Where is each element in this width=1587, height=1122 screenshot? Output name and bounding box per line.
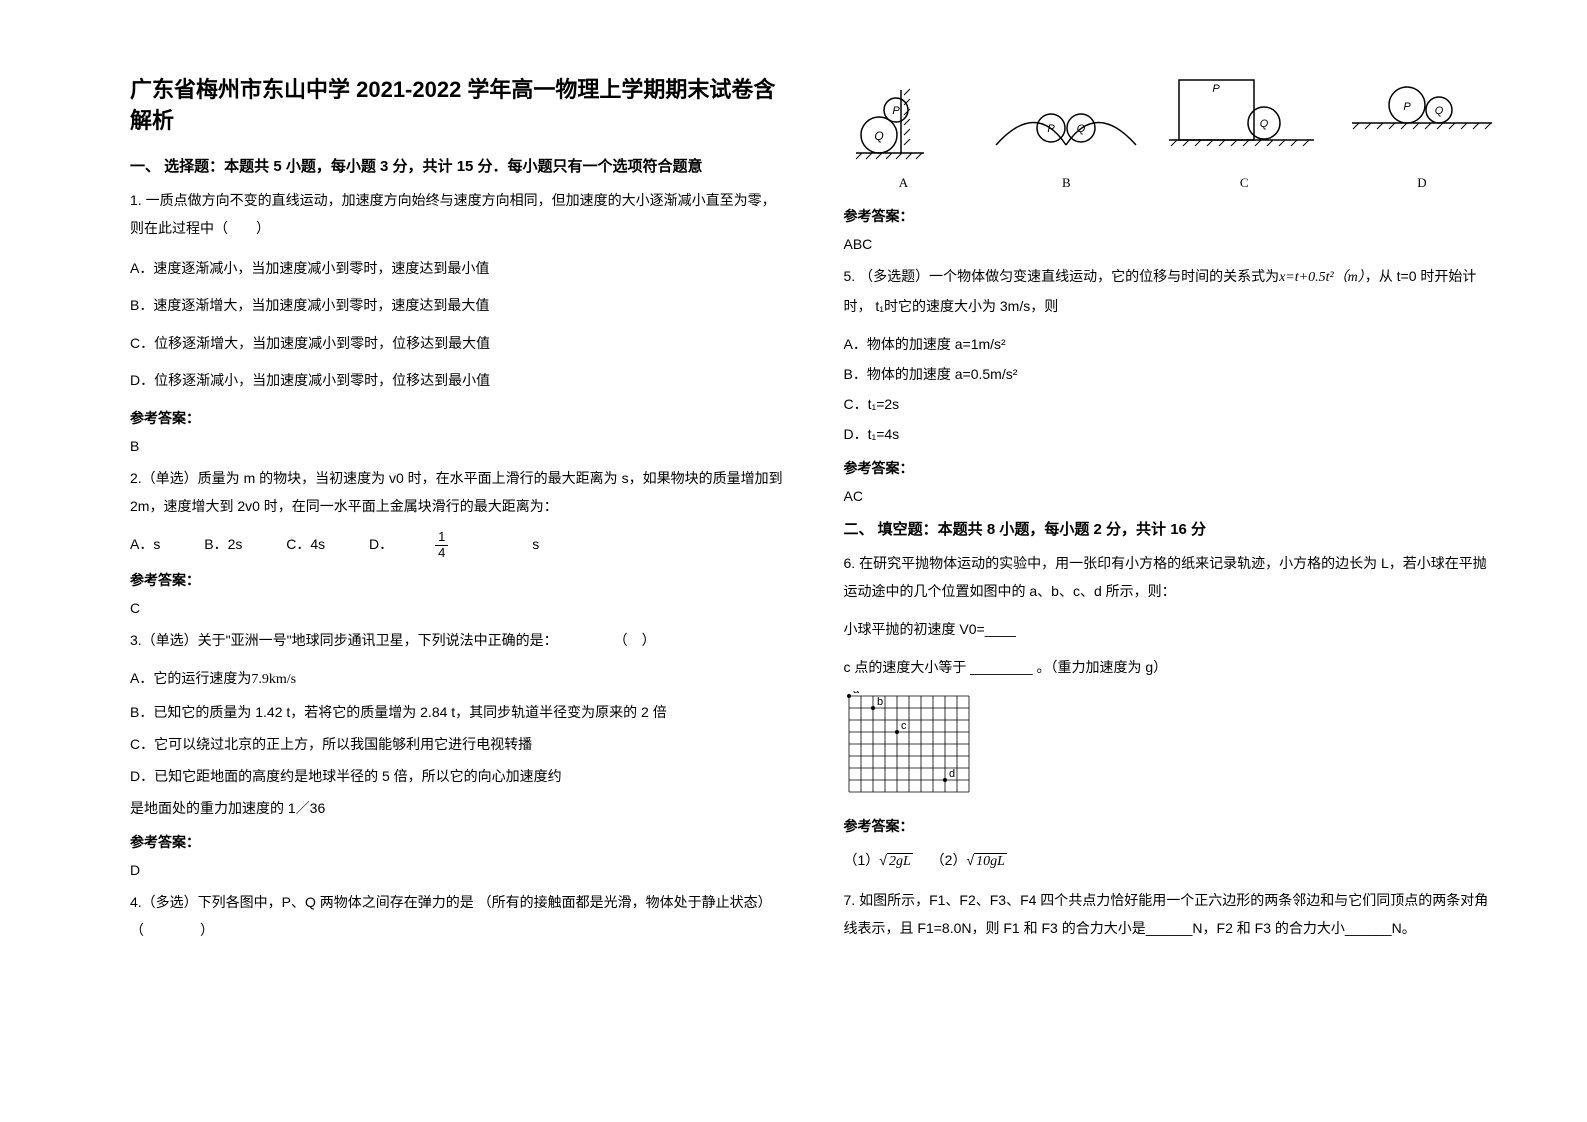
q6-grid-figure: a b c d — [844, 691, 1498, 806]
q1-option-a: A．速度逐渐减小，当加速度减小到零时，速度达到最小值 — [130, 252, 784, 286]
svg-text:c: c — [901, 720, 907, 732]
q1-answer: B — [130, 438, 784, 454]
diagram-c: P Q C — [1169, 75, 1319, 191]
diagram-a: Q P A — [844, 75, 964, 191]
q5-option-c: C．t₁=2s — [844, 390, 1498, 418]
svg-text:P: P — [892, 105, 900, 117]
svg-text:d: d — [949, 768, 955, 780]
q3-option-c: C．它可以绕过北京的正上方，所以我国能够利用它进行电视转播 — [130, 730, 784, 758]
q3-option-b: B．已知它的质量为 1.42 t，若将它的质量增为 2.84 t，其同步轨道半径… — [130, 698, 784, 726]
question-1: 1. 一质点做方向不变的直线运动，加速度方向始终与速度方向相同，但加速度的大小逐… — [130, 186, 784, 242]
q3-option-d-cont: 是地面处的重力加速度的 1／36 — [130, 794, 784, 822]
q6-line1: 小球平抛的初速度 V0=____ — [844, 615, 1498, 643]
q4-diagrams: Q P A — [844, 75, 1498, 191]
q3-answer: D — [130, 862, 784, 878]
diagram-d: P Q D — [1347, 75, 1497, 191]
svg-text:P: P — [1212, 83, 1220, 95]
q2-option-b: B．2s — [204, 536, 242, 552]
question-3: 3.（单选）关于"亚洲一号"地球同步通讯卫星，下列说法中正确的是： （ ） — [130, 626, 784, 654]
q2-option-d: D．14 s — [369, 536, 579, 552]
q1-option-d: D．位移逐渐减小，当加速度减小到零时，位移达到最小值 — [130, 364, 784, 398]
section-2-heading: 二、 填空题：本题共 8 小题，每小题 2 分，共计 16 分 — [844, 518, 1498, 539]
right-column: Q P A — [814, 75, 1528, 1082]
svg-text:Q: Q — [1077, 123, 1086, 135]
question-5: 5. （多选题）一个物体做匀变速直线运动，它的位移与时间的关系式为x=t+0.5… — [844, 262, 1498, 320]
q5-answer: AC — [844, 488, 1498, 504]
question-2: 2.（单选）质量为 m 的物块，当初速度为 v0 时，在水平面上滑行的最大距离为… — [130, 464, 784, 520]
q3-option-d: D．已知它距地面的高度约是地球半径的 5 倍，所以它的向心加速度约 — [130, 762, 784, 790]
q5-option-d: D．t₁=4s — [844, 420, 1498, 448]
exam-title: 广东省梅州市东山中学 2021-2022 学年高一物理上学期期末试卷含解析 — [130, 75, 784, 137]
q5-option-a: A．物体的加速度 a=1m/s² — [844, 330, 1498, 358]
q6-answer-label: 参考答案： — [844, 816, 1498, 836]
diagram-a-label: A — [844, 175, 964, 191]
left-column: 广东省梅州市东山中学 2021-2022 学年高一物理上学期期末试卷含解析 一、… — [100, 75, 814, 1082]
q5-option-b: B．物体的加速度 a=0.5m/s² — [844, 360, 1498, 388]
svg-text:Q: Q — [1260, 118, 1269, 130]
diagram-c-label: C — [1169, 175, 1319, 191]
q2-options: A．s B．2s C．4s D．14 s — [130, 530, 784, 560]
svg-text:P: P — [1403, 101, 1411, 113]
q2-option-a: A．s — [130, 536, 160, 552]
q1-option-b: B．速度逐渐增大，当加速度减小到零时，速度达到最大值 — [130, 289, 784, 323]
q6-line2: c 点的速度大小等于 ________ 。（重力加速度为 g） — [844, 653, 1498, 681]
q3-option-a: A．它的运行速度为7.9km/s — [130, 664, 784, 694]
q4-answer: ABC — [844, 236, 1498, 252]
q6-answer: （1）√2gL （2）√10gL — [844, 846, 1498, 876]
q2-answer: C — [130, 600, 784, 616]
q2-option-c: C．4s — [286, 536, 325, 552]
q5-answer-label: 参考答案： — [844, 458, 1498, 478]
q1-answer-label: 参考答案： — [130, 408, 784, 428]
question-7: 7. 如图所示，F1、F2、F3、F4 四个共点力恰好能用一个正六边形的两条邻边… — [844, 886, 1498, 942]
diagram-b: P Q B — [991, 75, 1141, 191]
svg-text:Q: Q — [1435, 105, 1444, 117]
svg-text:Q: Q — [874, 129, 883, 143]
svg-text:a: a — [853, 691, 860, 696]
section-1-heading: 一、 选择题：本题共 5 小题，每小题 3 分，共计 15 分．每小题只有一个选… — [130, 155, 784, 176]
q1-option-c: C．位移逐渐增大，当加速度减小到零时，位移达到最大值 — [130, 327, 784, 361]
q2-answer-label: 参考答案： — [130, 570, 784, 590]
question-6: 6. 在研究平抛物体运动的实验中，用一张印有小方格的纸来记录轨迹，小方格的边长为… — [844, 549, 1498, 605]
diagram-b-label: B — [991, 175, 1141, 191]
svg-text:P: P — [1048, 123, 1056, 135]
svg-text:b: b — [877, 696, 883, 708]
diagram-d-label: D — [1347, 175, 1497, 191]
question-4: 4.（多选）下列各图中，P、Q 两物体之间存在弹力的是 （所有的接触面都是光滑，… — [130, 888, 784, 944]
q3-answer-label: 参考答案： — [130, 832, 784, 852]
q4-answer-label: 参考答案： — [844, 206, 1498, 226]
